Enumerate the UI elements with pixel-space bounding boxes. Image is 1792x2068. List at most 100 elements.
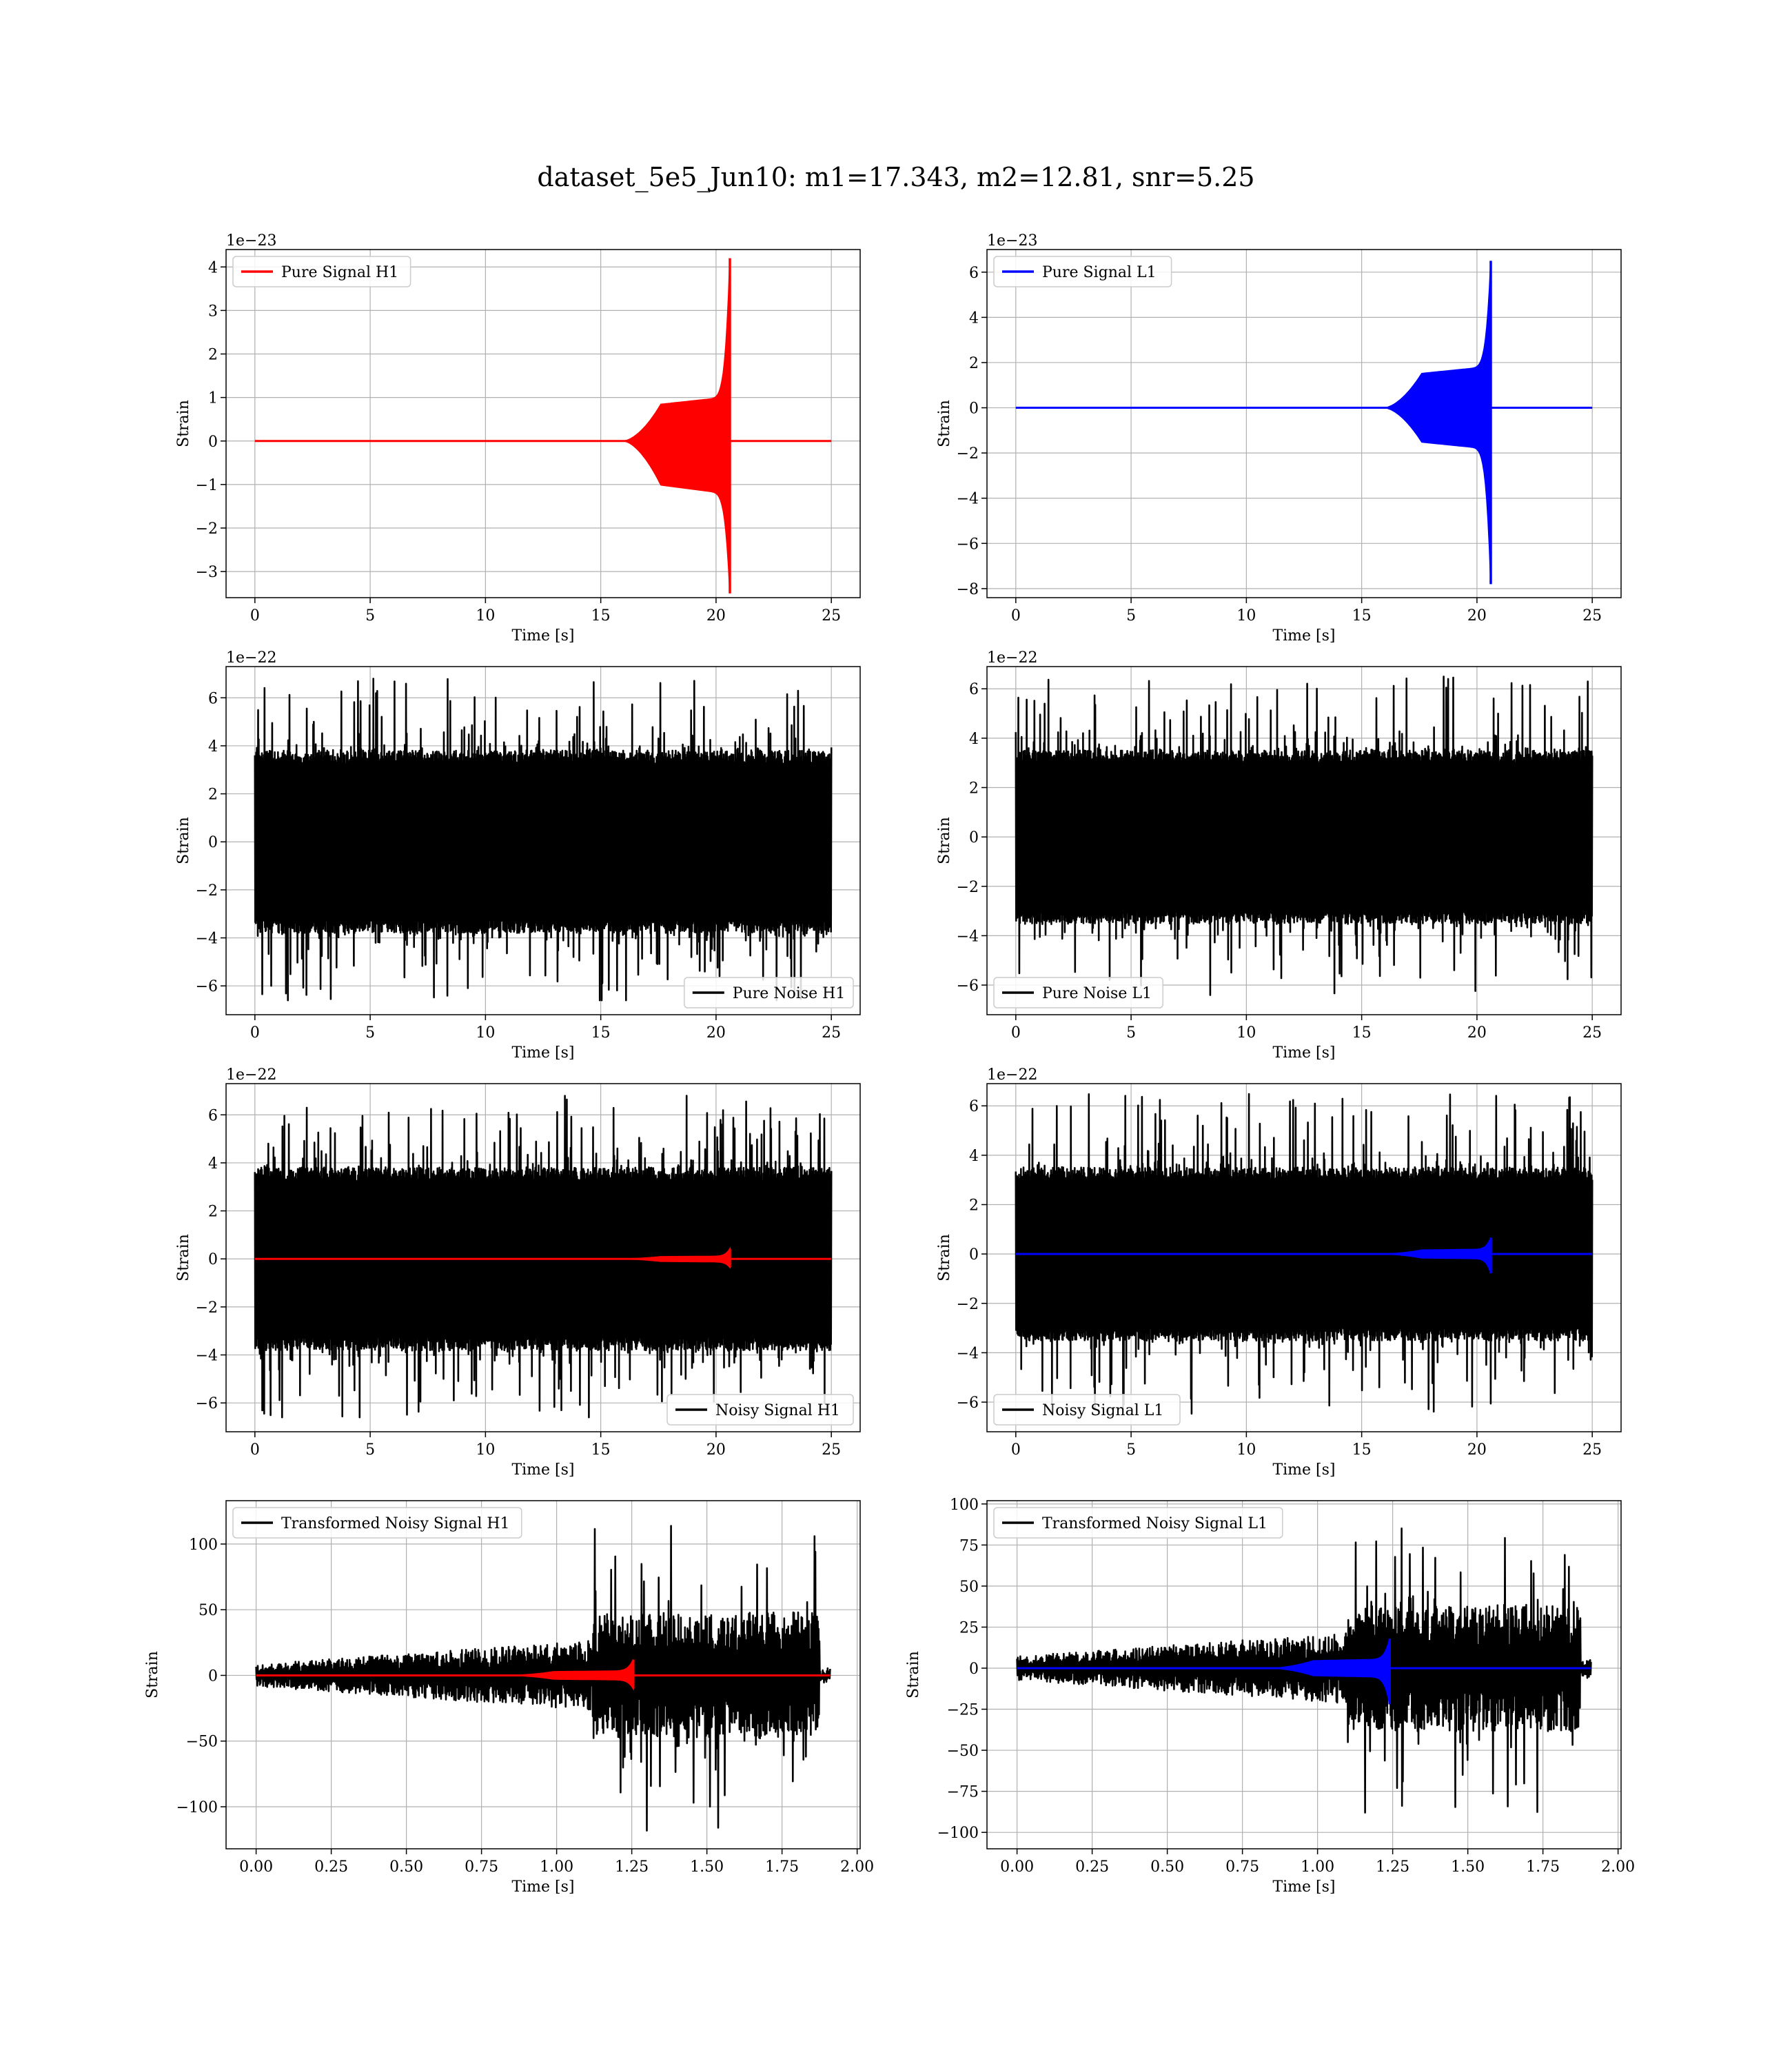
x-tick-label: 0: [1011, 1441, 1021, 1459]
y-tick-label: 0: [208, 834, 218, 851]
series-band-pure-noise-l1-0: [1015, 763, 1593, 911]
y-tick-label: −2: [196, 882, 218, 900]
x-tick-label: 15: [1352, 1024, 1372, 1042]
legend-box: [666, 1394, 854, 1426]
x-tick-label: 0: [1011, 607, 1021, 625]
x-tick-label: 0.25: [314, 1858, 348, 1876]
y-tick-label: −4: [196, 1348, 218, 1365]
chart-noisy-signal-h1: 0 5 10 15 20 25 −6 −4 −2 0 2 4 6 1e−22 Time [s] Strain N…: [175, 1066, 861, 1479]
legend-box: [993, 1394, 1181, 1426]
x-tick-label: 0.75: [465, 1858, 498, 1876]
x-tick-label: 15: [591, 1441, 611, 1459]
y-tick-label: −4: [957, 1345, 979, 1362]
y-tick-label: 6: [208, 690, 218, 707]
x-tick-label: 1.25: [1376, 1858, 1409, 1876]
offset-text: 1e−23: [226, 232, 276, 250]
y-tick-label: 0: [969, 829, 979, 847]
y-tick-label: 0: [208, 1667, 218, 1685]
x-axis-label: Time [s]: [1272, 1461, 1335, 1479]
x-tick-label: 0: [250, 1441, 260, 1459]
legend: Noisy Signal H1: [666, 1394, 854, 1426]
x-tick-label: 5: [1126, 1024, 1136, 1042]
x-tick-label: 1.75: [1526, 1858, 1560, 1876]
chart-pure-signal-l1: 0 5 10 15 20 25 −8 −6 −4 −2 0 2 4 6 1e−23 Time [s] Strai…: [936, 232, 1622, 645]
x-tick-label: 0: [250, 607, 260, 625]
y-tick-label: 6: [969, 1098, 979, 1115]
y-tick-label: 2: [969, 780, 979, 797]
x-axis-label: Time [s]: [511, 1461, 574, 1479]
y-tick-label: 25: [959, 1619, 979, 1636]
x-tick-label: 1.50: [690, 1858, 724, 1876]
x-tick-label: 5: [1126, 607, 1136, 625]
y-axis-label: Strain: [936, 1234, 953, 1281]
y-tick-label: 50: [959, 1579, 979, 1596]
y-tick-label: −4: [196, 931, 218, 948]
legend-label: Noisy Signal L1: [1042, 1402, 1163, 1419]
x-tick-label: 0.50: [389, 1858, 423, 1876]
series-line-pure-noise-h1-0: [254, 678, 833, 1002]
y-tick-label: −6: [957, 536, 979, 553]
legend-label: Pure Noise L1: [1042, 985, 1152, 1002]
y-tick-label: 4: [969, 1148, 979, 1165]
y-tick-label: 6: [208, 1107, 218, 1124]
legend-box: [232, 1507, 522, 1539]
x-tick-label: 0.25: [1075, 1858, 1109, 1876]
y-tick-label: 4: [208, 1155, 218, 1173]
y-tick-label: −50: [947, 1743, 979, 1760]
axes-frame: [986, 1083, 1622, 1432]
chart-transformed-noisy-signal-l1: 0.00 0.25 0.50 0.75 1.00 1.25 1.50 1.75 2.00 −100…: [905, 1497, 1635, 1896]
x-tick-label: 1.00: [1301, 1858, 1334, 1876]
axes-frame: [225, 1500, 861, 1849]
y-tick-label: 75: [959, 1537, 979, 1554]
y-tick-label: −2: [957, 445, 979, 463]
x-tick-label: 25: [1582, 607, 1602, 625]
series-line-pure-noise-l1-0: [1015, 676, 1594, 996]
legend-box: [993, 977, 1163, 1008]
y-tick-label: 4: [969, 731, 979, 748]
x-tick-label: 15: [591, 607, 611, 625]
chart-pure-signal-h1: 0 5 10 15 20 25 −3 −2 −1 0 1 2 3 4 1e−23 Time [s] Strain…: [175, 232, 861, 645]
legend-label: Transformed Noisy Signal L1: [1042, 1515, 1267, 1532]
legend: Noisy Signal L1: [993, 1394, 1181, 1426]
offset-text: 1e−22: [226, 649, 276, 667]
x-axis-label: Time [s]: [1272, 1044, 1335, 1062]
y-tick-label: 50: [198, 1602, 218, 1619]
y-tick-label: −3: [196, 564, 218, 581]
y-tick-label: 2: [208, 1204, 218, 1221]
y-tick-label: −50: [186, 1734, 218, 1751]
y-tick-label: −100: [937, 1825, 979, 1842]
y-tick-label: −6: [957, 1395, 979, 1412]
y-tick-label: −4: [957, 928, 979, 945]
legend-label: Transformed Noisy Signal H1: [281, 1515, 510, 1532]
x-tick-label: 25: [1582, 1024, 1602, 1042]
x-tick-label: 15: [1352, 607, 1372, 625]
x-tick-label: 1.50: [1451, 1858, 1485, 1876]
x-tick-label: 10: [476, 607, 495, 625]
x-tick-label: 20: [706, 607, 726, 625]
x-tick-label: 25: [1582, 1441, 1602, 1459]
x-tick-label: 1.00: [540, 1858, 573, 1876]
legend-box: [993, 256, 1172, 287]
y-tick-label: 4: [208, 259, 218, 276]
x-tick-label: 10: [476, 1024, 495, 1042]
x-tick-label: 20: [1467, 607, 1487, 625]
x-tick-label: 5: [365, 1024, 375, 1042]
offset-text: 1e−22: [987, 1066, 1037, 1084]
offset-text: 1e−22: [987, 649, 1037, 667]
y-tick-label: −4: [957, 491, 979, 508]
y-tick-label: 0: [208, 434, 218, 451]
offset-text: 1e−23: [987, 232, 1037, 250]
x-axis-label: Time [s]: [511, 1044, 574, 1062]
legend-label: Noisy Signal H1: [715, 1402, 840, 1419]
y-tick-label: −6: [957, 977, 979, 995]
x-tick-label: 10: [1236, 1441, 1256, 1459]
y-axis-label: Strain: [175, 817, 192, 864]
y-tick-label: −2: [957, 879, 979, 896]
y-tick-label: 100: [950, 1497, 979, 1514]
x-tick-label: 10: [476, 1441, 495, 1459]
y-axis-label: Strain: [144, 1651, 161, 1699]
y-tick-label: 0: [208, 1251, 218, 1268]
y-tick-label: −75: [947, 1784, 979, 1801]
x-tick-label: 20: [1467, 1441, 1487, 1459]
